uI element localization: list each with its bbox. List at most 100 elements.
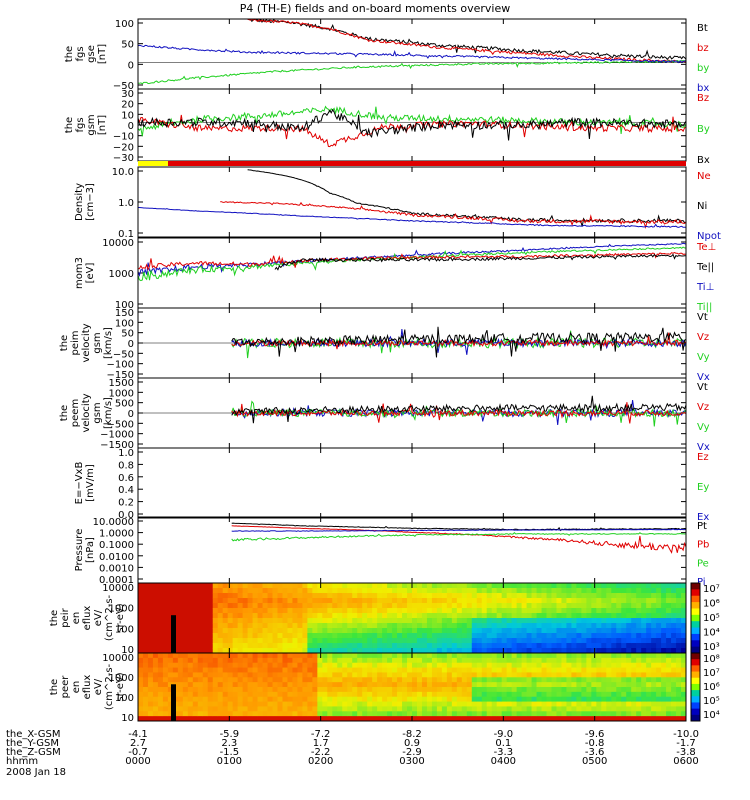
heatmap-cell bbox=[451, 711, 458, 717]
heatmap-cell bbox=[167, 593, 174, 599]
heatmap-cell bbox=[407, 623, 413, 629]
heatmap-cell bbox=[546, 638, 552, 644]
heatmap-cell bbox=[561, 618, 567, 624]
heatmap-cell bbox=[172, 608, 179, 614]
heatmap-cell bbox=[347, 672, 353, 678]
heatmap-cell bbox=[192, 613, 199, 619]
heatmap-cell bbox=[372, 672, 378, 678]
heatmap-cell bbox=[227, 706, 234, 712]
heatmap-cell bbox=[551, 593, 557, 599]
heatmap-cell bbox=[402, 648, 408, 654]
heatmap-cell bbox=[347, 706, 353, 712]
heatmap-cell bbox=[511, 608, 518, 614]
heatmap-cell bbox=[471, 588, 478, 594]
heatmap-cell bbox=[556, 657, 562, 664]
heatmap-cell bbox=[671, 682, 677, 688]
heatmap-cell bbox=[461, 618, 468, 624]
heatmap-cell bbox=[287, 672, 293, 678]
heatmap-cell bbox=[197, 672, 204, 678]
heatmap-cell bbox=[162, 638, 169, 644]
heatmap-cell bbox=[222, 623, 229, 629]
heatmap-cell bbox=[342, 618, 348, 624]
heatmap-cell bbox=[446, 677, 453, 683]
heatmap-cell bbox=[317, 628, 323, 634]
heatmap-cell bbox=[157, 657, 164, 664]
heatmap-cell bbox=[656, 583, 662, 589]
heatmap-cell bbox=[367, 667, 373, 673]
heatmap-cell bbox=[382, 623, 388, 629]
heatmap-cell bbox=[591, 687, 597, 693]
heatmap-cell bbox=[192, 623, 199, 629]
heatmap-cell bbox=[536, 667, 542, 673]
heatmap-cell bbox=[272, 593, 278, 599]
heatmap-cell bbox=[421, 696, 428, 702]
heatmap-cell bbox=[421, 648, 428, 654]
heatmap-cell bbox=[307, 633, 313, 639]
heatmap-cell bbox=[611, 628, 617, 634]
heatmap-cell bbox=[476, 657, 483, 664]
heatmap-cell bbox=[267, 583, 273, 589]
heatmap-cell bbox=[172, 588, 179, 594]
heatmap-cell bbox=[202, 711, 209, 717]
heatmap-cell bbox=[212, 696, 219, 702]
heatmap-cell bbox=[307, 598, 313, 604]
heatmap-cell bbox=[641, 583, 647, 589]
series-line-Ti⊥ bbox=[137, 242, 687, 277]
heatmap-cell bbox=[182, 638, 189, 644]
heatmap-cell bbox=[372, 603, 378, 609]
heatmap-cell bbox=[138, 583, 144, 589]
heatmap-cell bbox=[362, 623, 368, 629]
heatmap-cell bbox=[347, 701, 353, 707]
heatmap-cell bbox=[292, 598, 298, 604]
heatmap-cell bbox=[511, 706, 518, 712]
heatmap-cell bbox=[312, 648, 318, 654]
heatmap-cell bbox=[327, 677, 333, 683]
heatmap-cell bbox=[412, 677, 418, 683]
heatmap-cell bbox=[302, 677, 308, 683]
heatmap-cell bbox=[681, 598, 687, 604]
heatmap-cell bbox=[541, 701, 547, 707]
heatmap-cell bbox=[591, 623, 597, 629]
heatmap-cell bbox=[277, 638, 283, 644]
heatmap-cell bbox=[237, 603, 244, 609]
heatmap-cell bbox=[407, 633, 413, 639]
heatmap-cell bbox=[352, 711, 358, 717]
heatmap-cell bbox=[267, 682, 273, 688]
heatmap-cell bbox=[516, 711, 522, 717]
heatmap-cell bbox=[182, 613, 189, 619]
heatmap-cell bbox=[382, 618, 388, 624]
heatmap-cell bbox=[412, 648, 418, 654]
heatmap-cell bbox=[481, 701, 488, 707]
heatmap-cell bbox=[626, 716, 632, 722]
heatmap-cell bbox=[332, 628, 338, 634]
heatmap-cell bbox=[352, 662, 358, 668]
heatmap-cell bbox=[247, 662, 253, 668]
heatmap-cell bbox=[202, 691, 209, 698]
heatmap-cell bbox=[322, 657, 328, 664]
heatmap-cell bbox=[262, 583, 268, 589]
heatmap-cell bbox=[362, 608, 368, 614]
heatmap-cell bbox=[551, 598, 557, 604]
heatmap-cell bbox=[312, 618, 318, 624]
heatmap-cell bbox=[277, 608, 283, 614]
heatmap-cell bbox=[287, 608, 293, 614]
heatmap-cell bbox=[416, 662, 423, 668]
heatmap-cell bbox=[501, 598, 508, 604]
heatmap-cell bbox=[681, 691, 687, 698]
heatmap-cell bbox=[561, 706, 567, 712]
heatmap-cell bbox=[511, 638, 518, 644]
heatmap-cell bbox=[586, 653, 592, 659]
heatmap-cell bbox=[287, 623, 293, 629]
heatmap-cell bbox=[282, 653, 288, 659]
heatmap-cell bbox=[357, 593, 363, 599]
heatmap-cell bbox=[412, 608, 418, 614]
heatmap-cell bbox=[656, 628, 662, 634]
heatmap-cell bbox=[187, 608, 194, 614]
heatmap-cell bbox=[651, 691, 657, 698]
heatmap-cell bbox=[187, 667, 194, 673]
heatmap-cell bbox=[202, 657, 209, 664]
heatmap-cell bbox=[591, 682, 597, 688]
heatmap-cell bbox=[441, 696, 448, 702]
heatmap-cell bbox=[526, 613, 532, 619]
heatmap-cell bbox=[247, 687, 253, 693]
